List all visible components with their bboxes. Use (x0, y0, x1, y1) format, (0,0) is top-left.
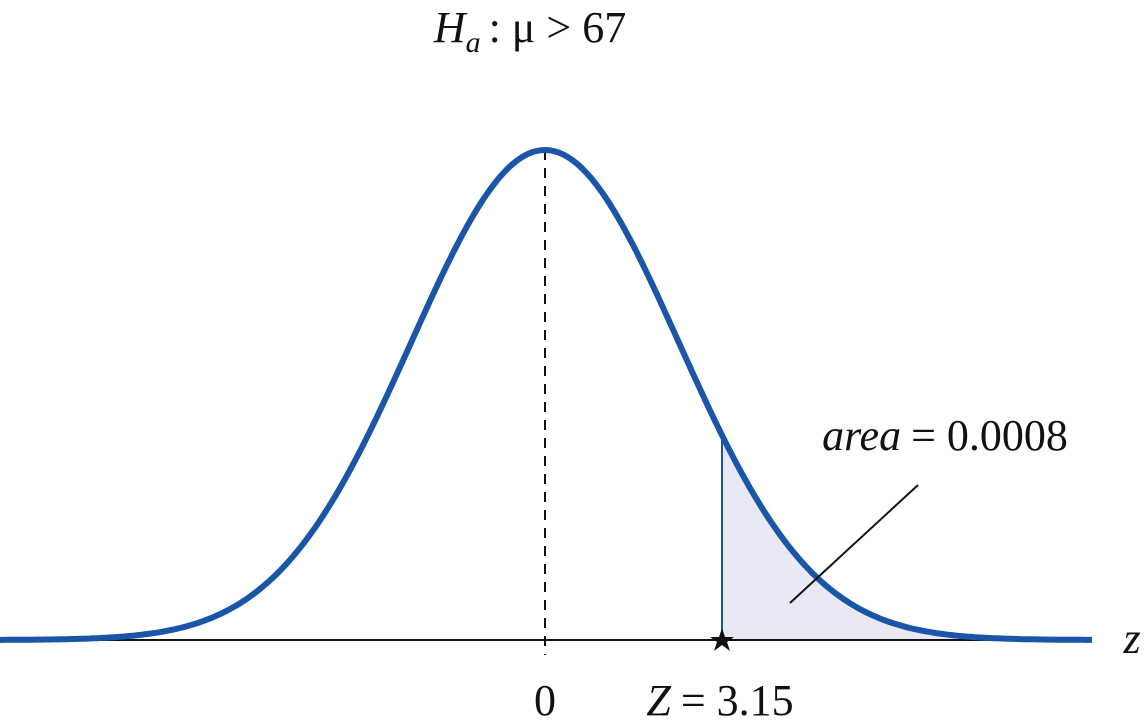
title-rest: : μ > 67 (489, 3, 627, 52)
title-subscript: a (466, 26, 481, 59)
statistic-rest: = 3.15 (681, 676, 794, 723)
tail-area (722, 435, 1092, 640)
statistic-symbol: Z (646, 676, 671, 723)
annotation-word: area (822, 411, 901, 460)
statistic-label: Z = 3.15 (646, 676, 793, 723)
title: Ha: μ > 67 (433, 3, 626, 59)
pointer-line (789, 484, 919, 604)
annotation-rest: = 0.0008 (911, 411, 1068, 460)
axis-label: z (1122, 614, 1140, 663)
title-symbol: H (433, 3, 468, 52)
normal-curve (0, 146, 1092, 643)
annotation: area = 0.0008 (822, 411, 1068, 460)
center-label: 0 (534, 676, 556, 723)
statistic-star (710, 628, 734, 651)
